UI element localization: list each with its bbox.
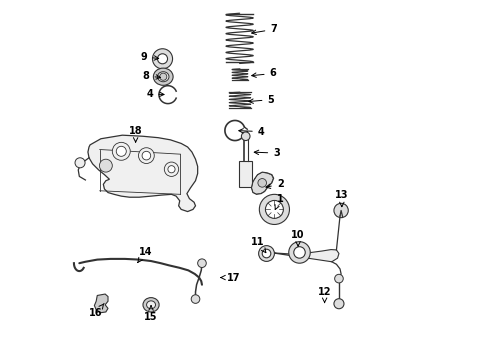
Text: 4: 4 — [147, 89, 164, 99]
Circle shape — [262, 249, 271, 258]
Ellipse shape — [153, 68, 173, 85]
Ellipse shape — [143, 298, 159, 312]
Circle shape — [259, 246, 274, 261]
Circle shape — [99, 159, 112, 172]
Ellipse shape — [157, 72, 169, 82]
Circle shape — [157, 54, 168, 64]
Circle shape — [152, 49, 172, 69]
Text: 3: 3 — [254, 148, 280, 158]
Text: 12: 12 — [318, 287, 331, 303]
Circle shape — [75, 158, 85, 168]
Circle shape — [294, 247, 305, 258]
Text: 18: 18 — [129, 126, 143, 142]
Text: 2: 2 — [266, 179, 284, 189]
Text: 6: 6 — [252, 68, 276, 78]
Circle shape — [116, 146, 126, 156]
Circle shape — [164, 162, 179, 176]
Circle shape — [168, 166, 175, 173]
Circle shape — [142, 151, 151, 160]
Text: 15: 15 — [144, 306, 158, 322]
Polygon shape — [270, 249, 339, 262]
Text: 5: 5 — [249, 95, 274, 105]
Circle shape — [335, 274, 343, 283]
Circle shape — [289, 242, 310, 263]
Circle shape — [112, 142, 130, 160]
Text: 9: 9 — [141, 52, 159, 62]
Circle shape — [258, 179, 267, 187]
Text: 4: 4 — [239, 127, 265, 136]
Polygon shape — [88, 135, 197, 212]
Circle shape — [139, 148, 154, 163]
Ellipse shape — [147, 301, 155, 309]
Circle shape — [191, 295, 200, 303]
Bar — [239, 161, 252, 187]
Text: 10: 10 — [292, 230, 305, 246]
Text: 11: 11 — [251, 237, 266, 253]
Text: 17: 17 — [221, 273, 240, 283]
Circle shape — [259, 194, 290, 225]
Circle shape — [242, 132, 250, 140]
Text: 14: 14 — [138, 247, 152, 262]
Text: 13: 13 — [335, 190, 348, 207]
Text: 8: 8 — [143, 71, 160, 81]
Polygon shape — [251, 172, 274, 194]
Circle shape — [334, 299, 344, 309]
Polygon shape — [95, 294, 108, 313]
Circle shape — [266, 201, 283, 219]
Circle shape — [197, 259, 206, 267]
Circle shape — [160, 73, 167, 80]
Text: 7: 7 — [252, 24, 277, 35]
Text: 1: 1 — [275, 194, 284, 210]
Text: 16: 16 — [90, 303, 104, 318]
Circle shape — [334, 203, 348, 218]
